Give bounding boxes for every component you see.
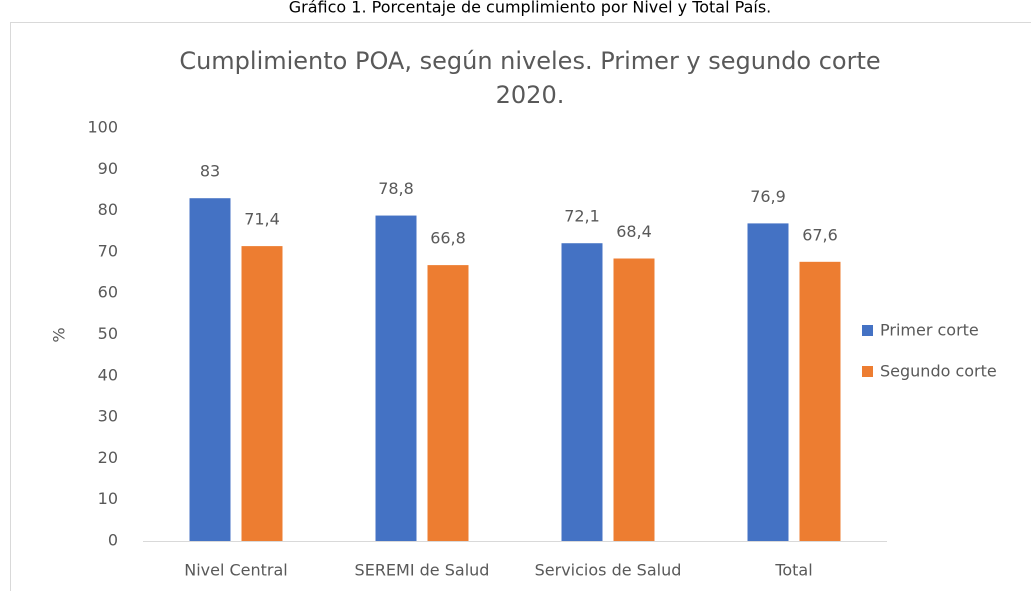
y-tick-label: 10 [98, 489, 118, 508]
data-label: 71,4 [244, 210, 280, 229]
y-tick-label: 20 [98, 448, 118, 467]
y-axis-label: % [50, 327, 69, 342]
legend-swatch [862, 366, 873, 377]
data-label: 66,8 [430, 229, 466, 248]
legend-label: Segundo corte [880, 362, 997, 381]
bar [561, 243, 603, 542]
bar [375, 215, 417, 541]
bar [427, 265, 469, 541]
y-tick-label: 30 [98, 407, 118, 426]
bar [241, 246, 283, 542]
x-tick-label: SEREMI de Salud [355, 561, 490, 580]
chart-title: Cumplimiento POA, según niveles. Primer … [179, 47, 880, 109]
y-tick-label: 70 [98, 241, 118, 260]
legend-label: Primer corte [880, 321, 979, 340]
bar [799, 261, 841, 541]
caption: Gráfico 1. Porcentaje de cumplimiento po… [289, 0, 772, 17]
y-tick-label: 50 [98, 324, 118, 343]
y-tick-label: 80 [98, 200, 118, 219]
y-tick-label: 100 [87, 118, 118, 137]
data-label: 76,9 [750, 187, 786, 206]
x-tick-label: Nivel Central [184, 561, 288, 580]
bar [747, 223, 789, 541]
y-tick-label: 90 [98, 159, 118, 178]
data-label: 72,1 [564, 207, 600, 226]
y-tick-label: 40 [98, 365, 118, 384]
y-tick-label: 60 [98, 283, 118, 302]
legend-swatch [862, 325, 873, 336]
data-label: 68,4 [616, 222, 652, 241]
bar [613, 258, 655, 541]
data-label: 78,8 [378, 179, 414, 198]
x-tick-label: Total [774, 561, 812, 580]
x-tick-label: Servicios de Salud [535, 561, 682, 580]
y-tick-label: 0 [108, 531, 118, 550]
data-label: 67,6 [802, 225, 838, 244]
chart-frame [10, 22, 1031, 591]
data-label: 83 [200, 162, 220, 181]
bar [189, 198, 231, 541]
